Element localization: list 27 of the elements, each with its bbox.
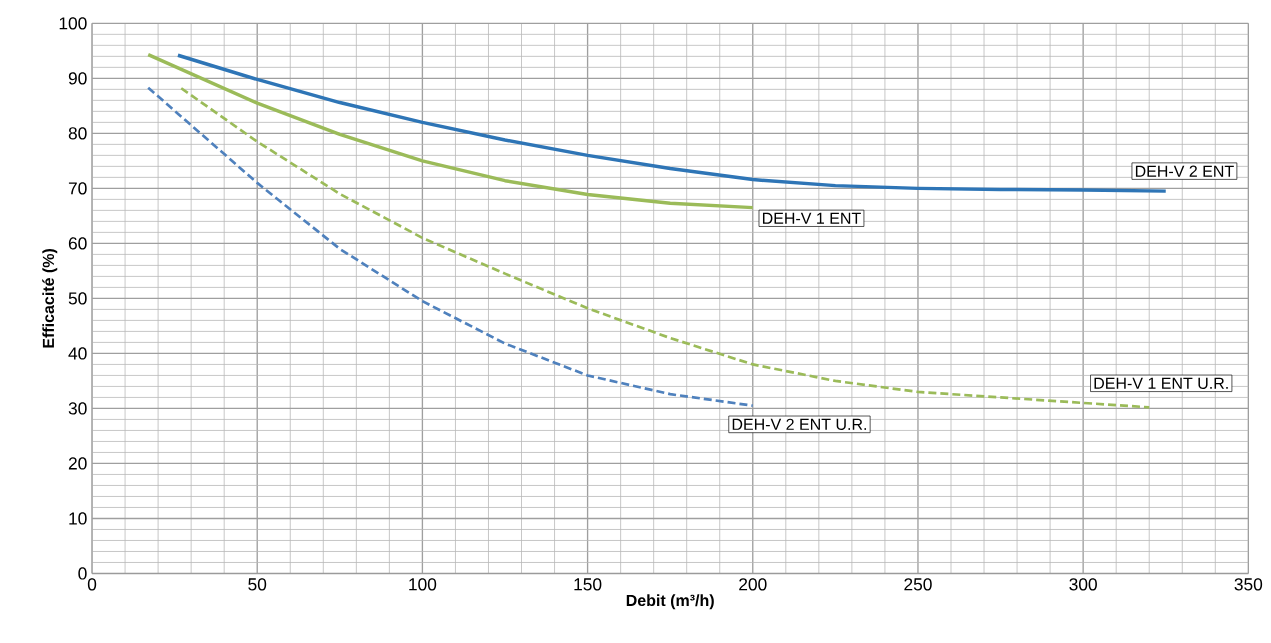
- x-tick-label: 200: [739, 578, 767, 591]
- y-tick-label: 0: [78, 567, 87, 580]
- line-series: [146, 86, 755, 408]
- line-series: [146, 53, 755, 210]
- x-axis-title: Debit (m³/h): [626, 594, 714, 610]
- y-tick-label: 20: [68, 457, 87, 470]
- y-tick-label: 80: [68, 127, 87, 140]
- series-label: DEH-V 2 ENT: [1135, 165, 1234, 177]
- y-tick-label: 70: [68, 182, 87, 195]
- y-axis-title: Efficacité (%): [42, 249, 58, 348]
- x-tick-label: 0: [87, 578, 97, 591]
- y-tick-label: 30: [68, 402, 87, 415]
- y-tick-label: 90: [68, 72, 87, 85]
- y-tick-label: 10: [69, 512, 87, 525]
- y-tick-label: 40: [68, 347, 87, 360]
- y-tick-label: 60: [68, 237, 87, 250]
- y-tick-label: 50: [68, 292, 87, 305]
- x-tick-label: 250: [904, 578, 932, 591]
- series-label: DEH-V 1 ENT: [762, 212, 861, 224]
- x-tick-label: 300: [1069, 578, 1097, 591]
- x-tick-label: 100: [409, 578, 437, 591]
- x-tick-label: 150: [574, 578, 602, 591]
- x-tick-label: 50: [248, 578, 267, 591]
- x-tick-label: 350: [1234, 578, 1263, 591]
- series-label: DEH-V 2 ENT U.R.: [732, 418, 867, 431]
- series-label: DEH-V 1 ENT U.R.: [1094, 377, 1228, 389]
- y-tick-label: 100: [59, 17, 87, 30]
